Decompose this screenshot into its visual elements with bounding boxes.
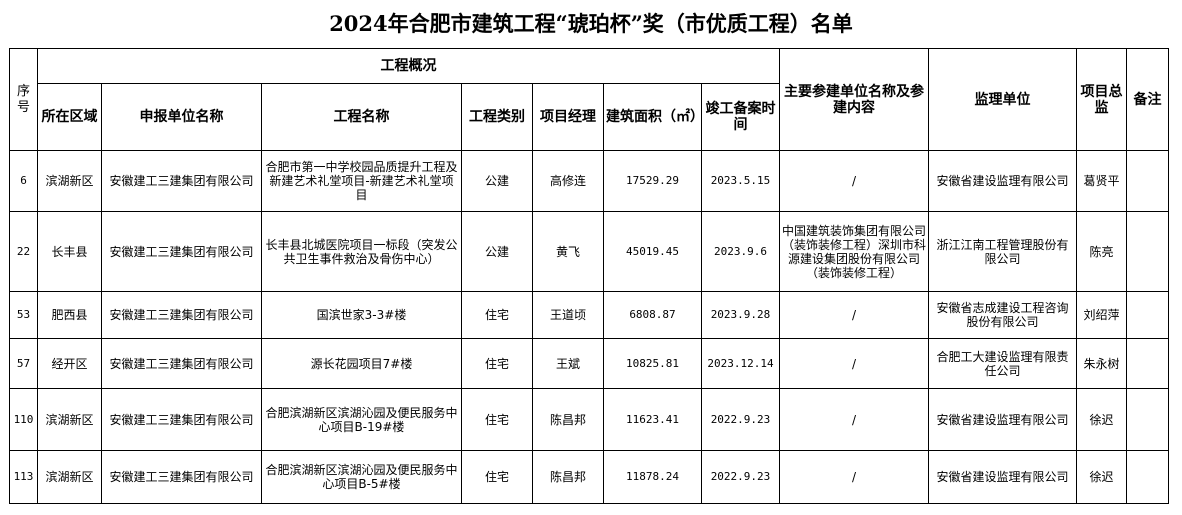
table-row: 57 经开区 安徽建工三建集团有限公司 源长花园项目7#楼 住宅 王斌 10825.81 20… <box>9 338 1169 389</box>
cell-area: 6808.87 <box>603 291 702 339</box>
cell-applicant: 安徽建工三建集团有限公司 <box>101 338 262 389</box>
header-chief: 项目总监 <box>1076 48 1127 151</box>
cell-chief: 葛贤平 <box>1076 150 1127 212</box>
cell-category: 公建 <box>461 211 533 292</box>
cell-region: 滨湖新区 <box>37 150 102 212</box>
cell-seq: 113 <box>9 450 38 504</box>
cell-seq: 6 <box>9 150 38 212</box>
cell-project: 长丰县北城医院项目一标段（突发公共卫生事件救治及骨伤中心） <box>261 211 462 292</box>
header-category: 工程类别 <box>461 83 533 151</box>
cell-manager: 高修连 <box>532 150 604 212</box>
cell-date: 2023.9.28 <box>701 291 780 339</box>
cell-supervisor-unit: 安徽省建设监理有限公司 <box>928 388 1077 451</box>
cell-participants: / <box>779 291 929 339</box>
cell-remarks <box>1126 291 1169 339</box>
cell-remarks <box>1126 338 1169 389</box>
header-date: 竣工备案时间 <box>701 83 780 151</box>
cell-area: 11878.24 <box>603 450 702 504</box>
cell-region: 滨湖新区 <box>37 450 102 504</box>
cell-remarks <box>1126 150 1169 212</box>
cell-area: 10825.81 <box>603 338 702 389</box>
header-manager: 项目经理 <box>532 83 604 151</box>
cell-seq: 57 <box>9 338 38 389</box>
cell-chief: 朱永树 <box>1076 338 1127 389</box>
cell-remarks <box>1126 450 1169 504</box>
cell-supervisor-unit: 浙江江南工程管理股份有限公司 <box>928 211 1077 292</box>
cell-manager: 陈昌邦 <box>532 450 604 504</box>
cell-seq: 110 <box>9 388 38 451</box>
cell-participants: 中国建筑装饰集团有限公司（装饰装修工程）深圳市科源建设集团股份有限公司（装饰装修… <box>779 211 929 292</box>
cell-manager: 王道顷 <box>532 291 604 339</box>
cell-date: 2023.12.14 <box>701 338 780 389</box>
cell-project: 源长花园项目7#楼 <box>261 338 462 389</box>
cell-category: 住宅 <box>461 450 533 504</box>
cell-manager: 王斌 <box>532 338 604 389</box>
table-row: 110 滨湖新区 安徽建工三建集团有限公司 合肥滨湖新区滨湖沁园及便民服务中心项目B-… <box>9 388 1169 451</box>
cell-participants: / <box>779 150 929 212</box>
cell-date: 2023.5.15 <box>701 150 780 212</box>
cell-participants: / <box>779 388 929 451</box>
cell-project: 国滨世家3-3#楼 <box>261 291 462 339</box>
table-row: 113 滨湖新区 安徽建工三建集团有限公司 合肥滨湖新区滨湖沁园及便民服务中心项目B-… <box>9 450 1169 504</box>
header-supervisor-unit: 监理单位 <box>928 48 1077 151</box>
cell-remarks <box>1126 211 1169 292</box>
cell-seq: 22 <box>9 211 38 292</box>
cell-manager: 黄飞 <box>532 211 604 292</box>
cell-supervisor-unit: 安徽省建设监理有限公司 <box>928 150 1077 212</box>
header-area: 建筑面积（㎡） <box>603 83 702 151</box>
cell-manager: 陈昌邦 <box>532 388 604 451</box>
cell-project: 合肥市第一中学校园品质提升工程及新建艺术礼堂项目-新建艺术礼堂项目 <box>261 150 462 212</box>
cell-applicant: 安徽建工三建集团有限公司 <box>101 211 262 292</box>
cell-region: 滨湖新区 <box>37 388 102 451</box>
header-remarks: 备注 <box>1126 48 1169 151</box>
cell-chief: 徐迟 <box>1076 450 1127 504</box>
cell-date: 2022.9.23 <box>701 388 780 451</box>
cell-chief: 徐迟 <box>1076 388 1127 451</box>
header-applicant: 申报单位名称 <box>101 83 262 151</box>
header-seq: 序号 <box>9 48 38 151</box>
cell-area: 45019.45 <box>603 211 702 292</box>
cell-remarks <box>1126 388 1169 451</box>
header-participants: 主要参建单位名称及参建内容 <box>779 48 929 151</box>
cell-supervisor-unit: 安徽省建设监理有限公司 <box>928 450 1077 504</box>
cell-applicant: 安徽建工三建集团有限公司 <box>101 291 262 339</box>
cell-seq: 53 <box>9 291 38 339</box>
table-row: 22 长丰县 安徽建工三建集团有限公司 长丰县北城医院项目一标段（突发公共卫生事件救治… <box>9 211 1169 292</box>
cell-region: 长丰县 <box>37 211 102 292</box>
cell-date: 2022.9.23 <box>701 450 780 504</box>
cell-applicant: 安徽建工三建集团有限公司 <box>101 388 262 451</box>
cell-project: 合肥滨湖新区滨湖沁园及便民服务中心项目B-19#楼 <box>261 388 462 451</box>
cell-area: 11623.41 <box>603 388 702 451</box>
cell-project: 合肥滨湖新区滨湖沁园及便民服务中心项目B-5#楼 <box>261 450 462 504</box>
cell-applicant: 安徽建工三建集团有限公司 <box>101 150 262 212</box>
award-list-table: 序号 工程概况 主要参建单位名称及参建内容 监理单位 项目总监 备注 所在区域 … <box>9 48 1169 504</box>
cell-category: 住宅 <box>461 338 533 389</box>
cell-date: 2023.9.6 <box>701 211 780 292</box>
cell-participants: / <box>779 338 929 389</box>
cell-supervisor-unit: 合肥工大建设监理有限责任公司 <box>928 338 1077 389</box>
header-region: 所在区域 <box>37 83 102 151</box>
table-row: 53 肥西县 安徽建工三建集团有限公司 国滨世家3-3#楼 住宅 王道顷 6808.87 20… <box>9 291 1169 339</box>
page-title: 2024年合肥市建筑工程“琥珀杯”奖（市优质工程）名单 <box>329 11 853 36</box>
cell-applicant: 安徽建工三建集团有限公司 <box>101 450 262 504</box>
cell-region: 肥西县 <box>37 291 102 339</box>
cell-area: 17529.29 <box>603 150 702 212</box>
cell-category: 住宅 <box>461 291 533 339</box>
cell-participants: / <box>779 450 929 504</box>
header-project: 工程名称 <box>261 83 462 151</box>
cell-chief: 陈亮 <box>1076 211 1127 292</box>
cell-supervisor-unit: 安徽省志成建设工程咨询股份有限公司 <box>928 291 1077 339</box>
cell-category: 公建 <box>461 150 533 212</box>
cell-chief: 刘绍萍 <box>1076 291 1127 339</box>
cell-region: 经开区 <box>37 338 102 389</box>
cell-category: 住宅 <box>461 388 533 451</box>
table-row: 6 滨湖新区 安徽建工三建集团有限公司 合肥市第一中学校园品质提升工程及新建艺术礼堂项… <box>9 150 1169 212</box>
header-overview: 工程概况 <box>37 48 780 84</box>
